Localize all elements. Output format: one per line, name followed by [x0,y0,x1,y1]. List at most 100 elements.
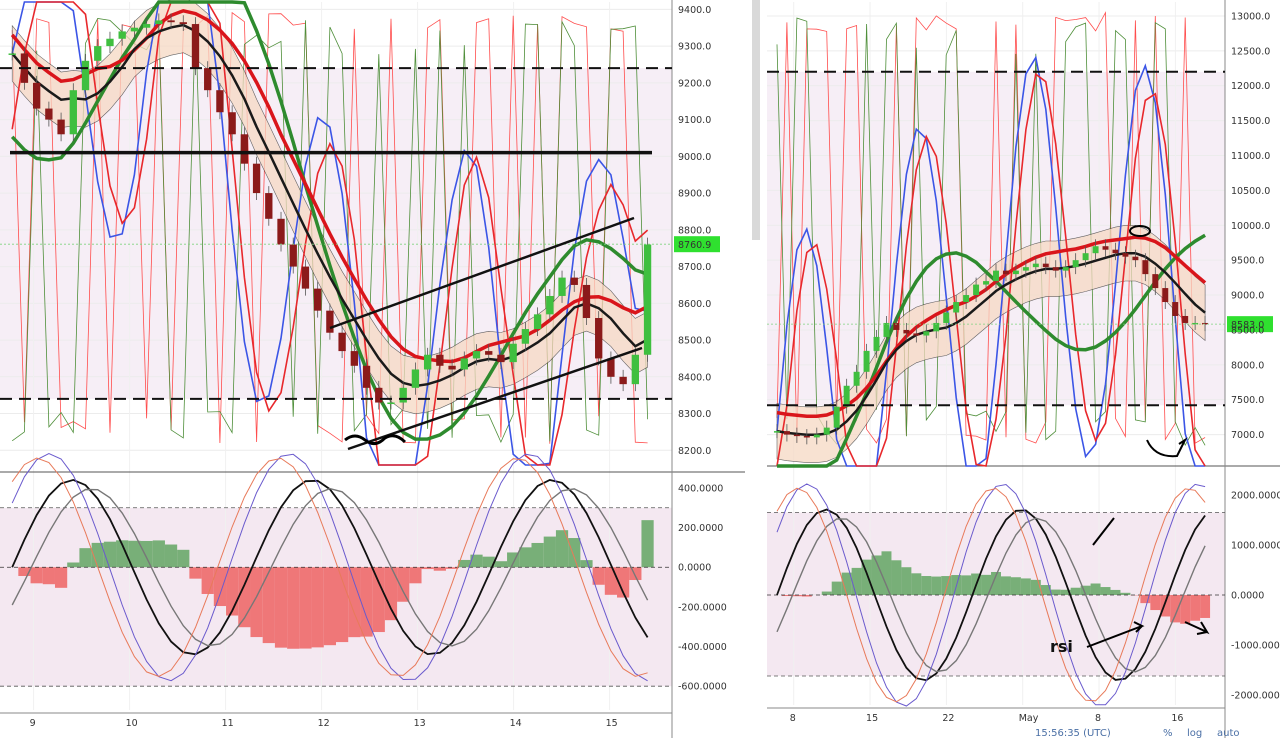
histogram-bar [177,549,190,568]
histogram-bar [1070,587,1081,595]
histogram-bar [1000,576,1011,595]
candle-body [106,38,114,47]
candle-body [1012,270,1019,275]
price-tick-label: 9500.0 [1231,256,1264,267]
candle-body [1172,302,1179,316]
histogram-bar [1010,577,1021,595]
candle-body [913,333,920,336]
candle-body [130,27,139,32]
histogram-bar [991,571,1001,595]
histogram-bar [1040,585,1051,595]
histogram-bar [568,538,581,568]
price-tick-label: 9400.0 [678,5,711,16]
candle-body [1192,322,1199,325]
osc-tick-label: -1000.0000 [1231,641,1280,652]
histogram-bar [299,567,312,649]
histogram-bar [42,567,55,585]
candle-body [783,431,790,435]
osc-tick-label: 1000.0000 [1231,541,1280,552]
price-tick-label: 9100.0 [678,115,711,126]
price-tick-label: 8000.0 [1231,360,1264,371]
osc-tick-label: 0.0000 [1231,591,1264,602]
candle-body [375,387,383,403]
candle-body [1002,270,1009,275]
time-tick-label: 15 [866,713,878,724]
osc-arrow [1184,621,1210,635]
histogram-bar [226,567,239,616]
histogram-bar [1190,595,1201,621]
candle-body [853,371,860,386]
price-tick-label: 8300.0 [678,409,711,420]
candle-body [1152,274,1159,289]
histogram-bar [531,542,544,568]
candle-body [570,277,578,285]
histogram-bar [1030,579,1041,595]
candle-body [873,336,880,351]
histogram-bar [30,567,43,584]
osc-tick-label: 200.0000 [678,523,723,534]
candle-body [803,435,810,438]
histogram-bar [164,544,178,568]
log-toggle: log [1187,728,1202,738]
histogram-bar [555,530,569,568]
histogram-bar [1110,589,1121,595]
histogram-bar [580,560,593,568]
thin-red-indicator [776,11,1206,444]
histogram-bar [360,567,373,637]
price-tick-label: 8400.0 [678,372,711,383]
histogram-bar [128,540,141,568]
price-tick-label: 11000.0 [1231,151,1270,162]
candle-body [314,288,322,311]
candle-body [813,434,820,438]
histogram-bar [981,574,992,595]
circle-annotation [1129,225,1151,237]
price-tick-label: 7500.0 [1231,395,1264,406]
red-fast-line [11,1,649,466]
candle-body [326,310,334,333]
histogram-bar [617,567,630,598]
histogram-bar [336,567,349,643]
candle-body [546,295,554,315]
candle-body [142,24,151,28]
histogram-bar [250,567,263,638]
candle-body [933,322,940,332]
time-tick-label: 14 [510,718,522,729]
price-tick-label: 8900.0 [678,189,711,200]
histogram-bar [274,567,288,648]
candle-body [1052,267,1059,271]
candle-body [1092,246,1099,254]
candle-body [191,24,200,69]
candle-body [923,331,930,336]
histogram-bar [421,567,434,570]
scrollbar-thumb[interactable] [752,0,760,240]
thick-green-line [777,233,1206,468]
candle-body [558,277,566,296]
histogram-bar [604,567,618,595]
last-price-label: 8583.0 [1231,320,1264,331]
histogram-bar [831,581,842,595]
histogram-bar [921,576,932,595]
candle-body [411,369,420,388]
histogram-bar [961,575,972,595]
histogram-bar [851,567,862,595]
candle-body [893,322,900,330]
last-price-badge [674,236,720,253]
price-tick-label: 9000.0 [678,152,711,163]
percent-toggle: % [1163,728,1173,738]
histogram-bar [592,567,605,585]
time-tick-label: May [1019,713,1039,724]
price-tick-label: 10500.0 [1231,186,1270,197]
price-tick-label: 12500.0 [1231,46,1270,57]
time-tick-label: 13 [414,718,426,729]
candle-body [338,332,346,352]
candle-body [301,266,310,289]
candle-body [631,354,640,385]
osc-orange-line [11,457,648,677]
osc-gray-line [11,487,649,647]
candle-body [32,82,41,109]
candle-body [973,284,980,296]
price-tick-label: 13000.0 [1231,11,1270,22]
candle-body [8,53,16,55]
candle-body [179,22,187,25]
bollinger-band [776,225,1206,463]
